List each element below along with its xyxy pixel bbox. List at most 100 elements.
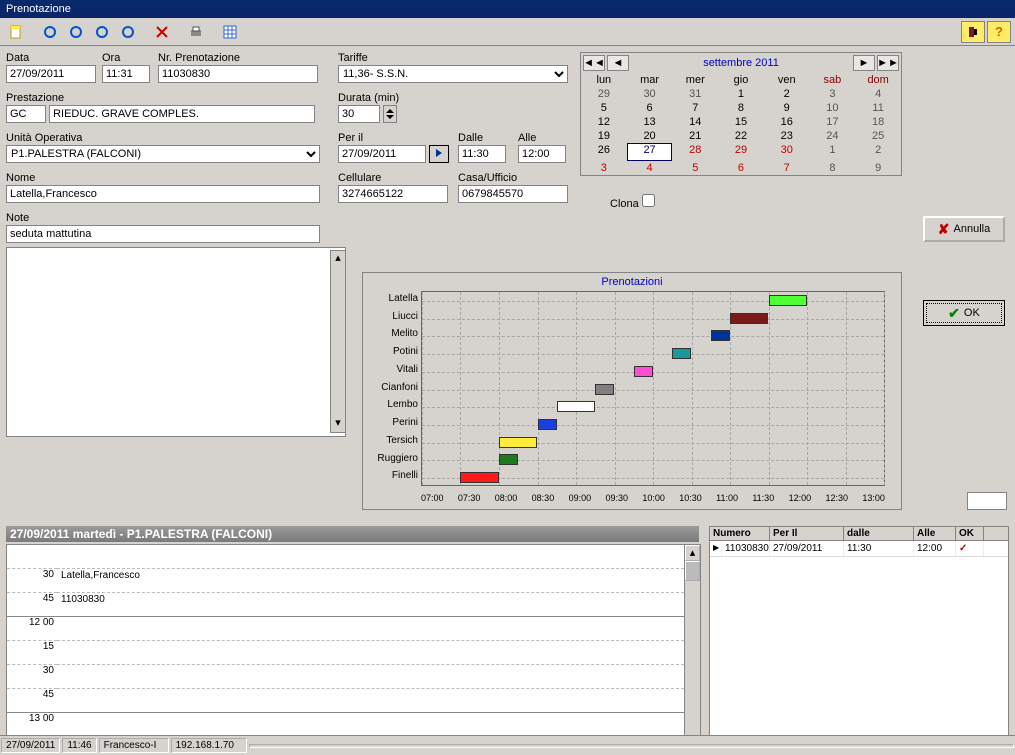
cal-day[interactable]: 4 — [627, 161, 673, 175]
cal-prev-year-icon[interactable]: ◄◄ — [583, 55, 605, 71]
cal-day[interactable]: 26 — [581, 143, 627, 161]
cal-day[interactable]: 6 — [627, 101, 673, 115]
cal-day[interactable]: 8 — [718, 101, 764, 115]
nav1-icon[interactable] — [38, 21, 62, 43]
cal-day[interactable]: 17 — [810, 115, 856, 129]
bookings-table[interactable]: NumeroPer IldalleAlleOK ▶1103083027/09/2… — [709, 526, 1009, 755]
nav4-icon[interactable] — [116, 21, 140, 43]
cal-day[interactable]: 6 — [718, 161, 764, 175]
unita-select[interactable]: P1.PALESTRA (FALCONI) — [6, 145, 320, 163]
delete-icon[interactable] — [150, 21, 174, 43]
cal-day[interactable]: 27 — [627, 143, 673, 161]
cal-day[interactable]: 29 — [581, 87, 627, 101]
nrpren-input[interactable] — [158, 65, 318, 83]
cal-day[interactable]: 18 — [855, 115, 901, 129]
cal-day[interactable]: 2 — [764, 87, 810, 101]
cal-prev-month-icon[interactable]: ◄ — [607, 55, 629, 71]
ora-input[interactable] — [102, 65, 150, 83]
gantt-bar[interactable] — [595, 384, 614, 395]
cal-day[interactable]: 25 — [855, 129, 901, 143]
gantt-bar[interactable] — [711, 330, 730, 341]
schedule-row[interactable] — [57, 689, 684, 713]
print-icon[interactable] — [184, 21, 208, 43]
cal-day[interactable]: 29 — [718, 143, 764, 161]
cal-day[interactable]: 9 — [764, 101, 810, 115]
cal-day[interactable]: 23 — [764, 129, 810, 143]
durata-input[interactable] — [338, 105, 380, 123]
tariffe-select[interactable]: 11,36- S.S.N. — [338, 65, 568, 83]
cal-day[interactable]: 7 — [764, 161, 810, 175]
scroll-thumb[interactable] — [685, 561, 700, 581]
nome-input[interactable] — [6, 185, 320, 203]
cal-day[interactable]: 11 — [855, 101, 901, 115]
note-input[interactable] — [6, 225, 320, 243]
gantt-bar[interactable] — [538, 419, 557, 430]
grid-icon[interactable] — [218, 21, 242, 43]
nav3-icon[interactable] — [90, 21, 114, 43]
schedule-row[interactable] — [57, 545, 684, 569]
prestazione-desc-input[interactable] — [49, 105, 315, 123]
cal-day[interactable]: 13 — [627, 115, 673, 129]
cal-day[interactable]: 8 — [810, 161, 856, 175]
note-scrollbar[interactable]: ▾▴ — [330, 250, 346, 433]
prestazione-code-input[interactable] — [6, 105, 46, 123]
cal-day[interactable]: 2 — [855, 143, 901, 161]
peril-picker-button[interactable] — [429, 145, 449, 163]
cal-day[interactable]: 19 — [581, 129, 627, 143]
gantt-bar[interactable] — [499, 454, 518, 465]
data-input[interactable] — [6, 65, 96, 83]
cal-day[interactable]: 30 — [627, 87, 673, 101]
schedule-row[interactable] — [57, 641, 684, 665]
cal-day[interactable]: 1 — [718, 87, 764, 101]
cal-day[interactable]: 3 — [581, 161, 627, 175]
cal-day[interactable]: 5 — [672, 161, 718, 175]
schedule-row[interactable] — [57, 617, 684, 641]
note-textarea[interactable] — [6, 247, 346, 437]
cal-day[interactable]: 22 — [718, 129, 764, 143]
cal-day[interactable]: 5 — [581, 101, 627, 115]
cal-day[interactable]: 14 — [672, 115, 718, 129]
casa-input[interactable] — [458, 185, 568, 203]
schedule-row[interactable] — [57, 713, 684, 737]
table-header[interactable]: Per Il — [770, 527, 844, 540]
gantt-bar[interactable] — [769, 295, 807, 306]
cal-day[interactable]: 20 — [627, 129, 673, 143]
peril-input[interactable] — [338, 145, 426, 163]
new-icon[interactable] — [4, 21, 28, 43]
schedule-row[interactable] — [57, 665, 684, 689]
cal-day[interactable]: 4 — [855, 87, 901, 101]
alle-input[interactable] — [518, 145, 566, 163]
cal-day[interactable]: 16 — [764, 115, 810, 129]
durata-spinner[interactable] — [383, 105, 397, 123]
schedule-row[interactable]: 11030830 — [57, 593, 684, 617]
cal-day[interactable]: 15 — [718, 115, 764, 129]
table-header[interactable]: Alle — [914, 527, 956, 540]
cal-day[interactable]: 1 — [810, 143, 856, 161]
clona-checkbox[interactable] — [642, 194, 655, 207]
cal-day[interactable]: 9 — [855, 161, 901, 175]
cal-day[interactable]: 24 — [810, 129, 856, 143]
gantt-bar[interactable] — [499, 437, 537, 448]
cal-next-month-icon[interactable]: ► — [853, 55, 875, 71]
help-icon[interactable]: ? — [987, 21, 1011, 43]
table-header[interactable]: Numero — [710, 527, 770, 540]
gantt-bar[interactable] — [557, 401, 595, 412]
dalle-input[interactable] — [458, 145, 506, 163]
schedule-scrollbar[interactable]: ▴ ▾ — [684, 545, 700, 755]
nav2-icon[interactable] — [64, 21, 88, 43]
gantt-bar[interactable] — [634, 366, 653, 377]
table-header[interactable]: dalle — [844, 527, 914, 540]
cal-next-year-icon[interactable]: ►► — [877, 55, 899, 71]
cellulare-input[interactable] — [338, 185, 448, 203]
cal-day[interactable]: 21 — [672, 129, 718, 143]
annulla-button[interactable]: ✘ Annulla — [923, 216, 1005, 242]
cal-day[interactable]: 30 — [764, 143, 810, 161]
cal-day[interactable]: 12 — [581, 115, 627, 129]
schedule-row[interactable]: Latella,Francesco — [57, 569, 684, 593]
gantt-bar[interactable] — [730, 313, 768, 324]
small-right-input[interactable] — [967, 492, 1007, 510]
gantt-bar[interactable] — [672, 348, 691, 359]
exit-icon[interactable] — [961, 21, 985, 43]
cal-day[interactable]: 31 — [672, 87, 718, 101]
ok-button[interactable]: ✔ OK — [923, 300, 1005, 326]
